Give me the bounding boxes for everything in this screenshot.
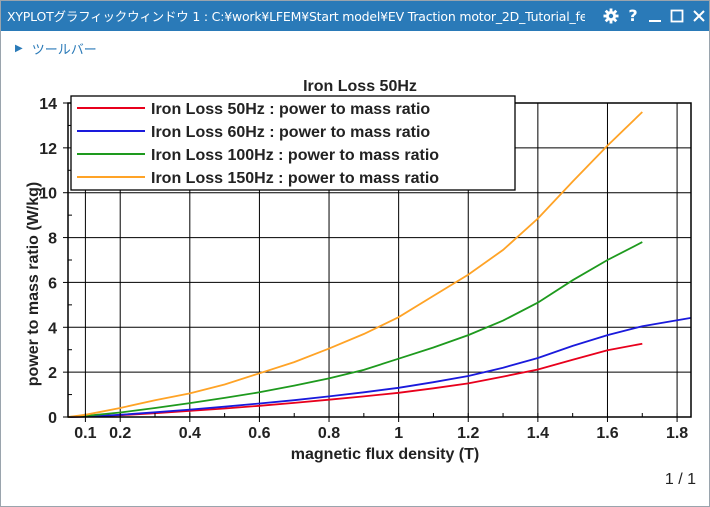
window-controls: ? xyxy=(600,0,710,31)
close-icon[interactable] xyxy=(688,0,710,31)
legend-box xyxy=(70,95,516,191)
y-tick-label: 6 xyxy=(48,275,57,292)
y-tick-label: 0 xyxy=(48,410,57,427)
window-title: XYPLOTグラフィックウィンドウ 1 : C:¥work¥LFEM¥Start… xyxy=(7,9,585,24)
legend-entry: Iron Loss 50Hz : power to mass ratio xyxy=(151,101,430,118)
toolbar-toggle[interactable]: ▶ ツールバー xyxy=(0,31,710,65)
y-tick-label: 14 xyxy=(39,96,57,113)
x-tick-label: 0.6 xyxy=(248,425,270,442)
gear-icon[interactable] xyxy=(600,0,622,31)
maximize-icon[interactable] xyxy=(666,0,688,31)
x-tick-label: 0.1 xyxy=(74,425,96,442)
toolbar-label: ツールバー xyxy=(31,42,97,58)
x-axis-label: magnetic flux density (T) xyxy=(291,446,479,463)
window-titlebar: XYPLOTグラフィックウィンドウ 1 : C:¥work¥LFEM¥Start… xyxy=(0,0,710,31)
legend-entry: Iron Loss 60Hz : power to mass ratio xyxy=(151,124,430,141)
chart-title: Iron Loss 50Hz xyxy=(303,78,417,95)
legend-entry: Iron Loss 100Hz : power to mass ratio xyxy=(151,147,439,164)
chart-panel: Iron Loss 50Hz 0.1 0.2 0.4 0.6 0.8 1 1.2 1.4 1.6… xyxy=(10,68,700,496)
series-line[interactable] xyxy=(67,317,692,418)
help-button[interactable]: ? xyxy=(628,6,638,25)
y-axis-label: power to mass ratio (W/kg) xyxy=(25,182,42,386)
y-tick-label: 10 xyxy=(39,186,57,203)
y-tick-label: 2 xyxy=(48,365,57,382)
caret-right-icon: ▶ xyxy=(15,42,23,54)
minimize-icon[interactable] xyxy=(644,0,666,31)
x-tick-label: 1.6 xyxy=(596,425,618,442)
page-indicator: 1 / 1 xyxy=(664,471,696,488)
series-line[interactable] xyxy=(67,241,643,418)
x-tick-label: 1 xyxy=(394,425,403,442)
y-tick-label: 8 xyxy=(48,231,57,248)
y-tick-label: 12 xyxy=(39,141,57,158)
legend-entry: Iron Loss 150Hz : power to mass ratio xyxy=(151,170,439,187)
y-tick-label: 4 xyxy=(48,320,57,337)
x-tick-label: 0.4 xyxy=(179,425,201,442)
series-line[interactable] xyxy=(67,111,643,418)
x-tick-label: 0.2 xyxy=(109,425,131,442)
x-tick-label: 1.8 xyxy=(666,425,688,442)
x-tick-label: 1.2 xyxy=(457,425,479,442)
x-tick-label: 0.8 xyxy=(318,425,340,442)
xy-plot[interactable]: Iron Loss 50Hz 0.1 0.2 0.4 0.6 0.8 1 1.2 1.4 1.6… xyxy=(10,68,700,496)
x-tick-label: 1.4 xyxy=(527,425,549,442)
